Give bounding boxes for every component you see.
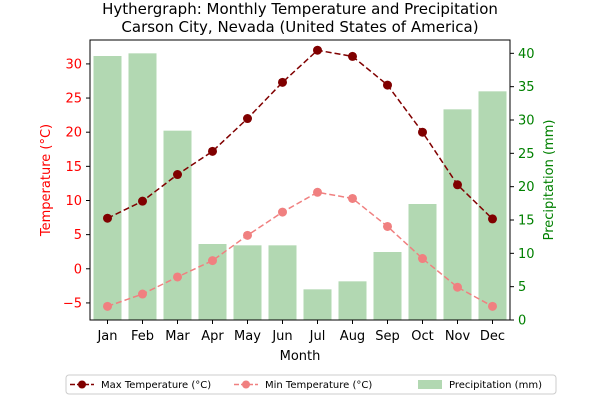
right-tick-label: 10 [518,247,535,262]
left-tick-label: 25 [65,92,82,107]
precipitation-bars [93,53,507,320]
max-temp-point-jan [103,213,112,223]
x-tick-label-aug: Aug [340,329,365,344]
left-tick-label: 20 [65,126,82,141]
x-tick-label-apr: Apr [201,329,224,344]
max-temp-point-oct [418,127,427,137]
right-tick-label: 20 [518,180,535,195]
left-axis-label: Temperature (°C) [39,124,54,237]
precip-bar-feb [128,53,157,320]
x-tick-label-jun: Jun [271,329,292,344]
x-tick-label-jul: Jul [309,329,326,344]
max-temp-point-dec [488,214,497,224]
precip-bar-apr [198,244,227,320]
left-temperature-axis: −5 0 5 10 15 20 25 30 [63,57,90,311]
right-precipitation-axis: 0 5 10 15 20 25 30 35 40 [510,47,535,329]
temperature-lines [103,45,497,311]
precip-bar-sep [373,252,402,320]
min-temp-point-oct [418,254,427,264]
min-temp-point-dec [488,301,497,311]
precip-bar-may [233,245,262,320]
max-temp-point-mar [173,170,182,180]
precip-bar-mar [163,130,192,320]
plot-frame [89,39,511,321]
precip-bar-jul [303,289,332,320]
precip-bar-jun [268,245,297,320]
left-tick-label: 0 [74,262,82,277]
min-temp-point-nov [453,282,462,292]
min-temp-point-jun [278,207,287,217]
min-temp-point-apr [208,256,217,266]
x-tick-label-mar: Mar [165,329,190,344]
min-temp-point-mar [173,272,182,282]
legend-precip-label: Precipitation (mm) [449,380,542,391]
precip-bar-jan [93,56,122,320]
x-tick-label-may: May [234,329,261,344]
left-tick-label: 15 [65,160,82,175]
min-temp-point-sep [383,221,392,231]
max-temp-point-jun [278,77,287,87]
x-tick-label-sep: Sep [375,329,400,344]
min-temp-point-may [243,230,252,240]
max-temp-point-jul [313,45,322,55]
x-tick-label-feb: Feb [131,329,154,344]
x-tick-label-nov: Nov [445,329,471,344]
min-temp-point-aug [348,193,357,203]
min-temp-point-jul [313,187,322,197]
right-tick-label: 25 [518,147,535,162]
left-tick-label: −5 [63,296,82,311]
right-axis-label: Precipitation (mm) [542,120,557,241]
x-tick-label-jan: Jan [96,329,117,344]
max-temp-point-feb [138,196,147,206]
max-temp-point-nov [453,180,462,190]
x-axis-label: Month [280,349,321,364]
month-axis: Jan Feb Mar Apr May Jun Jul Aug Sep Oct Nov Dec [96,320,505,344]
min-temp-point-jan [103,301,112,311]
x-tick-label-dec: Dec [480,329,505,344]
right-tick-label: 0 [518,314,526,329]
legend-precip-swatch [418,380,442,389]
right-tick-label: 35 [518,80,535,95]
max-temp-line [107,49,494,220]
right-tick-label: 15 [518,214,535,229]
right-tick-label: 40 [518,47,535,62]
legend: Max Temperature (°C) Min Temperature (°C)… [65,374,557,395]
left-tick-label: 10 [65,194,82,209]
x-tick-label-oct: Oct [411,329,433,344]
right-tick-label: 5 [518,280,526,295]
legend-min-temp-label: Min Temperature (°C) [265,380,372,391]
min-temp-line [107,191,493,308]
chart-title-line1: Hythergraph: Monthly Temperature and Pre… [102,0,498,18]
chart-title-line2: Carson City, Nevada (United States of Am… [121,18,478,36]
precip-bar-dec [478,91,507,320]
min-temp-point-feb [138,289,147,299]
left-tick-label: 30 [65,57,82,72]
max-temp-point-apr [208,146,217,156]
legend-max-temp-label: Max Temperature (°C) [101,380,211,391]
max-temp-point-aug [348,51,357,61]
precip-bar-aug [338,281,367,320]
legend-min-temp-swatch-marker [242,380,250,389]
max-temp-point-may [243,114,252,124]
left-tick-label: 5 [74,228,82,243]
right-tick-label: 30 [518,114,535,129]
legend-max-temp-swatch-marker [78,380,86,389]
max-temp-point-sep [383,80,392,90]
legend-box [65,374,557,395]
